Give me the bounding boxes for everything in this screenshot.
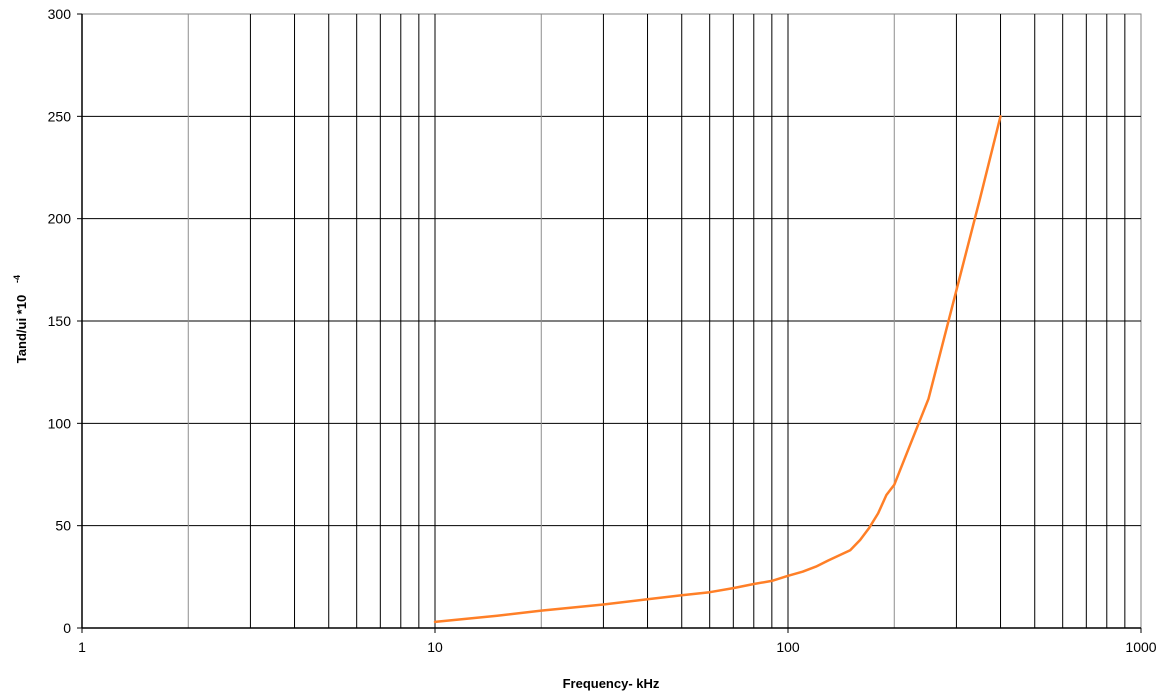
series-line <box>433 115 1002 624</box>
y-axis-title-group: Tand/ui *10 -4 <box>12 275 29 363</box>
y-tick-label: 200 <box>48 211 72 227</box>
y-tick-label: 50 <box>55 518 71 534</box>
x-tick-label: 1000 <box>1125 639 1156 655</box>
y-tick-label: 300 <box>48 6 72 22</box>
y-axis-title: Tand/ui *10 <box>14 295 29 363</box>
x-tick-label: 100 <box>776 639 800 655</box>
x-tick-label: 1 <box>78 639 86 655</box>
y-tick-label: 150 <box>48 313 72 329</box>
y-tick-label: 250 <box>48 108 72 124</box>
gridlines <box>77 13 1142 633</box>
x-tick-labels: 1 10 100 1000 <box>78 639 1157 655</box>
y-axis-title-exponent: -4 <box>12 275 22 283</box>
x-tick-label: 10 <box>427 639 443 655</box>
y-tick-label: 100 <box>48 415 72 431</box>
y-tick-labels: 0 50 100 150 200 250 300 <box>48 6 72 636</box>
x-axis-title: Frequency- kHz <box>563 676 660 691</box>
y-tick-label: 0 <box>63 620 71 636</box>
